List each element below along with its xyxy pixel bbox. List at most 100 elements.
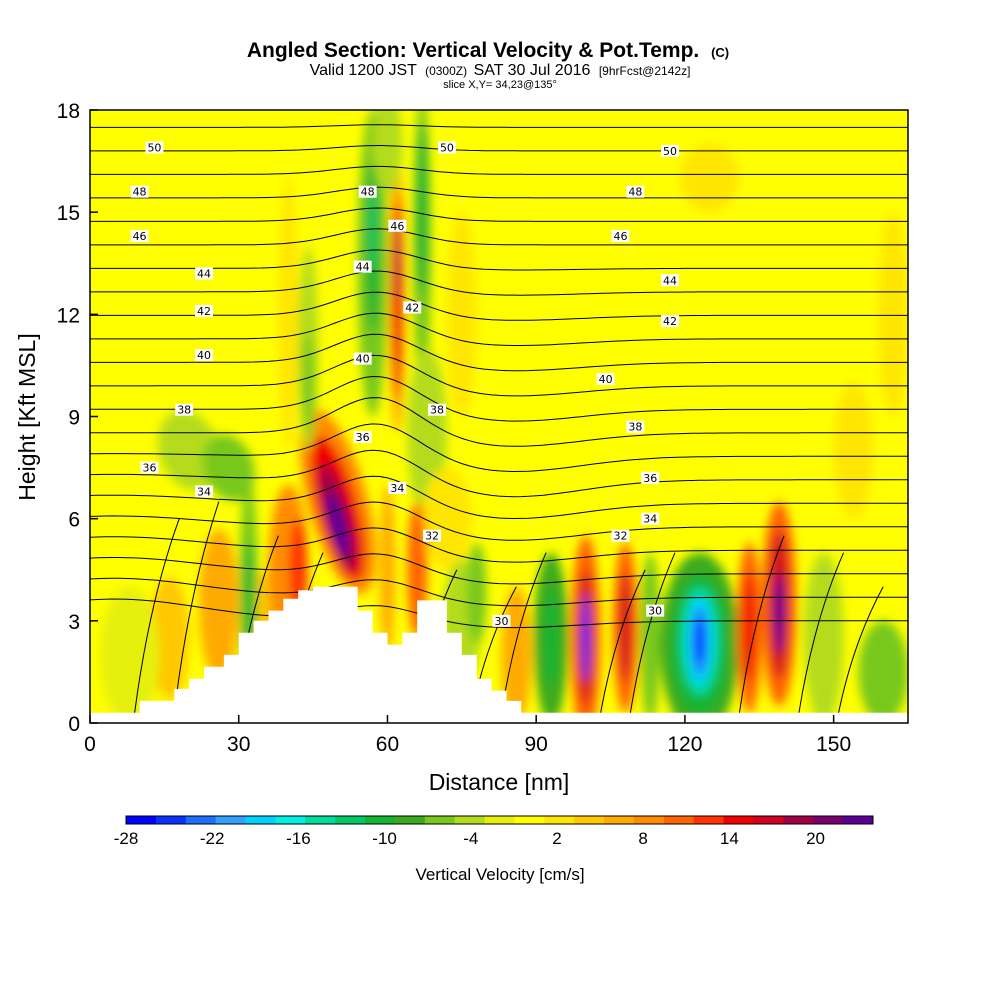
contour-label-text: 36 [643,472,657,485]
velocity-cell [581,593,590,683]
plot-area: 50 50 50 48 48 48 46 46 46 44 44 44 42 42 42 40 40 40 38 38… [90,110,908,723]
contour-label: 46 [130,230,149,243]
contour-label-text: 46 [613,230,627,243]
velocity-cell [99,586,160,723]
colorbar-swatch [185,816,217,824]
colorbar-swatch [514,816,545,824]
colorbar-swatch [394,816,426,824]
velocity-cell [326,492,350,559]
colorbar-swatch [365,816,396,824]
contour-label-text: 50 [663,145,677,158]
velocity-cell [380,484,395,655]
y-tick-label: 6 [68,509,80,532]
contour-label: 36 [140,461,159,475]
contour-label-text: 42 [197,305,211,318]
contour-label: 50 [437,141,456,154]
subtitle-date: SAT 30 Jul 2016 [474,62,591,79]
x-tick-label: 90 [525,733,548,756]
y-tick-label: 18 [57,100,80,123]
chart-title-suffix: (C) [711,45,729,60]
contour-label-text: 30 [494,615,508,628]
colorbar-tick-label: 14 [720,829,739,848]
colorbar-swatch [783,816,814,824]
velocity-cell [543,586,559,689]
colorbar-swatch [574,816,605,824]
contour-label-text: 36 [142,462,156,475]
subtitle-utc: (0300Z) [425,64,467,78]
theta-contour [90,577,908,607]
velocity-cell [446,212,477,417]
colorbar-swatch [305,816,336,824]
contour-label: 36 [641,471,660,485]
contour-label-text: 42 [405,302,419,315]
x-tick-label: 150 [816,733,851,756]
contour-labels: 50 50 50 48 48 48 46 46 46 44 44 44 42 42 42 40 40 40 38 38… [130,141,680,628]
y-tick-label: 12 [57,304,80,327]
colorbar-tick-label: -10 [372,829,397,848]
contour-label-text: 40 [197,349,211,362]
x-tick-label: 30 [227,733,250,756]
colorbar-swatch [454,816,486,824]
contour-label-text: 48 [361,186,375,199]
x-tick-label: 0 [84,733,96,756]
colorbar [125,815,874,825]
velocity-cell [202,434,255,501]
velocity-cell [833,382,874,519]
velocity-cell [416,127,428,298]
contour-label: 42 [195,304,214,318]
theta-contour [838,586,884,713]
contour-label: 34 [195,485,214,498]
theta-contour [90,375,908,422]
colorbar-swatch [126,816,157,824]
contour-label: 40 [195,349,214,362]
contour-label-text: 32 [425,530,439,543]
theta-contour [90,449,908,498]
theta-contour [90,397,908,447]
contour-label-text: 40 [356,353,370,366]
colorbar-swatch [215,816,247,824]
theta-contour [90,553,908,585]
contour-label-text: 48 [628,186,642,199]
contour-label: 40 [353,352,372,366]
theta-contour [134,518,180,713]
subtitle-forecast: [9hrFcst@2142z] [599,64,691,78]
velocity-cell [803,552,844,723]
contour-label: 44 [195,267,214,280]
colorbar-tick-label: 8 [638,829,647,848]
contour-label: 32 [611,529,630,543]
contour-label-text: 38 [177,404,191,417]
contour-label-text: 34 [390,482,404,495]
velocity-cell [278,178,299,451]
colorbar-tick-label: -16 [286,829,311,848]
theta-contour [90,144,908,152]
contour-label-text: 36 [356,431,370,444]
theta-contour [90,124,908,128]
contour-label-text: 44 [356,261,370,274]
contour-label-text: 40 [599,373,613,386]
x-tick-label: 120 [667,733,702,756]
contour-label: 32 [423,529,442,543]
colorbar-swatch [753,816,784,824]
y-tick-label: 3 [68,611,80,634]
colorbar-swatch [245,816,276,824]
colorbar-swatch [633,816,665,824]
y-tick-label: 0 [68,713,80,736]
theta-contour [90,354,908,397]
contour-label: 42 [661,315,680,328]
theta-contour [90,186,908,199]
chart-subtitle: Valid 1200 JST (0300Z) SAT 30 Jul 2016 [… [310,62,691,79]
contour-label-text: 46 [133,230,147,243]
colorbar-label: Vertical Velocity [cm/s] [415,865,584,884]
theta-contour [90,423,908,473]
theta-contour [173,501,220,713]
contour-label: 30 [492,614,511,628]
theta-contour [90,475,908,520]
y-tick-label: 15 [57,202,80,225]
theta-contour [90,228,908,246]
velocity-cell [394,222,400,305]
colorbar-frame [125,815,874,825]
theta-contour [90,165,908,175]
colorbar-swatch [813,816,844,824]
theta-contour [90,207,908,222]
theta-contour [629,552,676,713]
